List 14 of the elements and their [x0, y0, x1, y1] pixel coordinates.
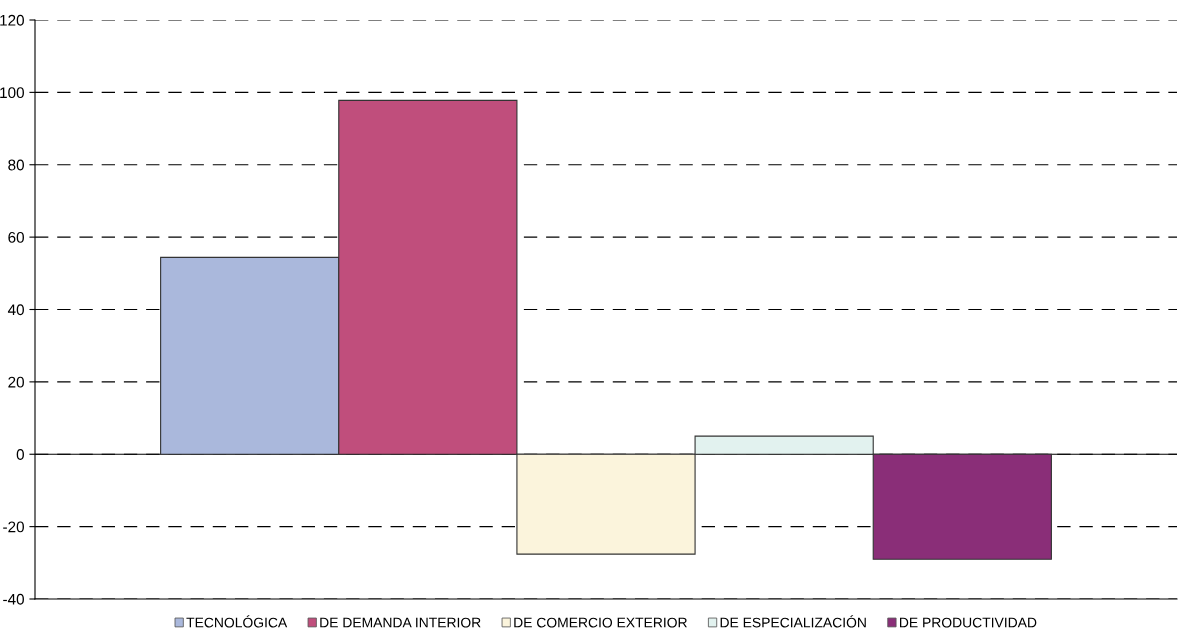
legend-label: DE COMERCIO EXTERIOR — [514, 617, 687, 628]
y-tick-label: 20 — [8, 376, 24, 388]
y-tick-label: 60 — [8, 231, 24, 243]
legend-label: DE DEMANDA INTERIOR — [320, 617, 481, 628]
y-tick-label: 80 — [8, 159, 24, 171]
y-tick-label: 100 — [0, 87, 24, 99]
y-tick-label: -40 — [3, 593, 24, 605]
y-tick-label: 0 — [16, 449, 24, 460]
y-tick-label: -20 — [3, 521, 24, 533]
y-tick-label: 120 — [0, 14, 24, 26]
legend-label: DE ESPECIALIZACIÓN — [720, 615, 866, 628]
legend-label: TECNOLÓGICA — [186, 615, 288, 628]
legend-label: DE PRODUCTIVIDAD — [900, 617, 1037, 628]
y-tick-label: 40 — [7, 304, 24, 316]
